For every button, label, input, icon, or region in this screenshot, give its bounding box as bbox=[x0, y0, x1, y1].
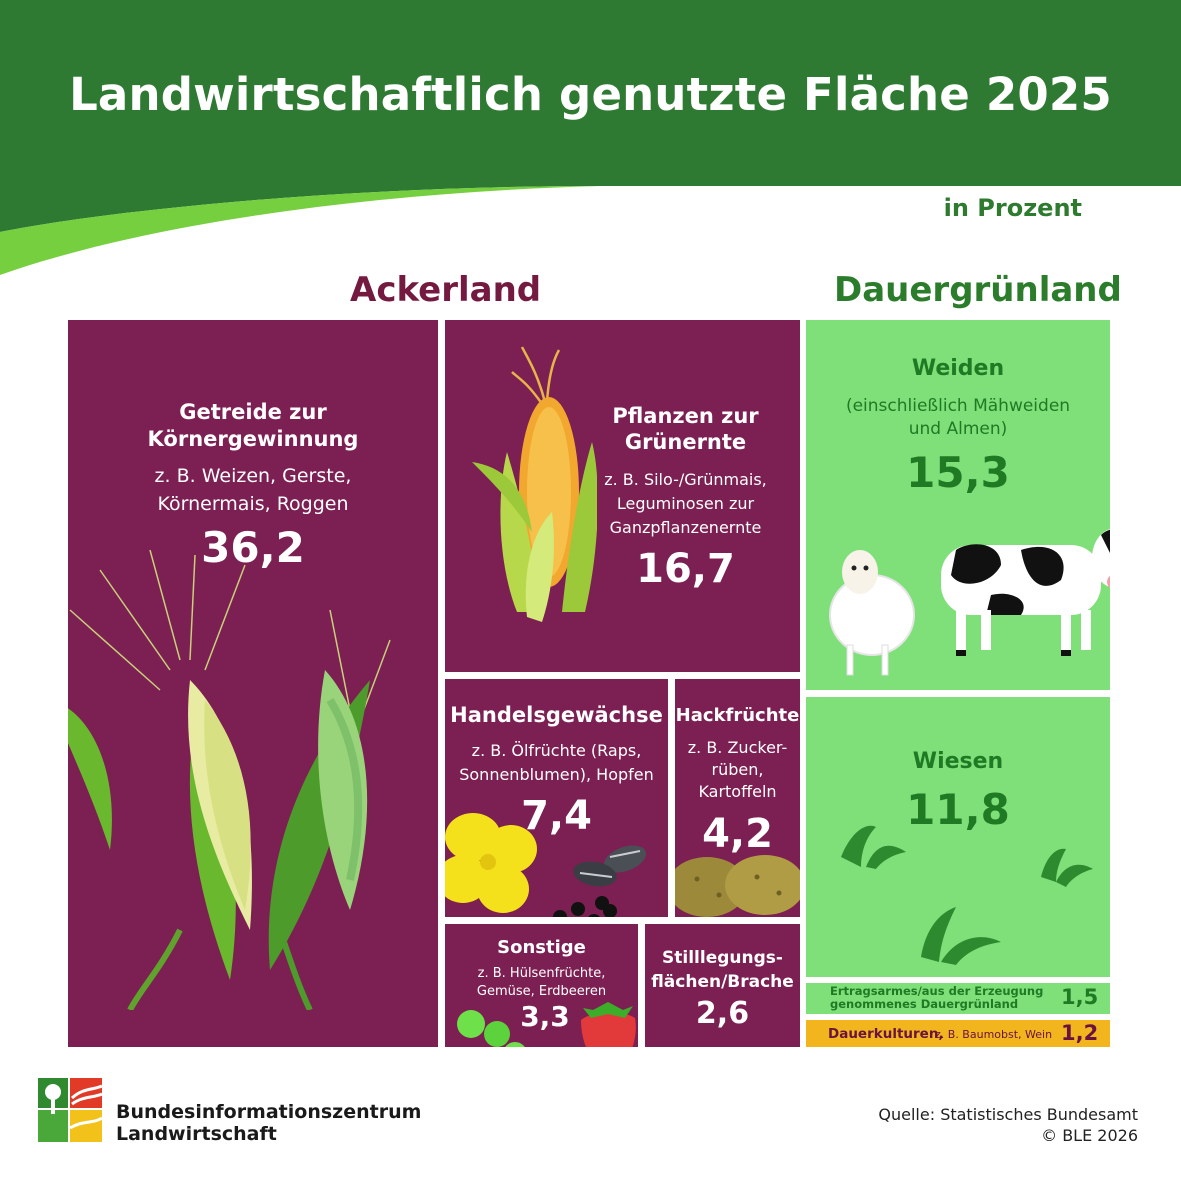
tile-weiden-name: Weiden bbox=[911, 356, 1005, 381]
corn-icon bbox=[472, 346, 597, 622]
tile-ertragsarm-name-2: genommenes Dauergrünland bbox=[830, 997, 1019, 1011]
group-label-ackerland: Ackerland bbox=[350, 270, 542, 310]
tile-handel-example-1: z. B. Ölfrüchte (Raps, bbox=[471, 741, 642, 760]
tile-wiesen-name: Wiesen bbox=[912, 749, 1004, 774]
tile-gruenernte: Pflanzen zur Grünernte z. B. Silo-/Grünm… bbox=[445, 320, 800, 672]
value-handel: 7,4 bbox=[521, 793, 592, 839]
peas-icon bbox=[457, 1010, 525, 1047]
tile-gruenernte-example-2: Leguminosen zur bbox=[616, 494, 755, 513]
value-weiden: 15,3 bbox=[906, 448, 1010, 497]
tile-dauerkulturen-example: z. B. Baumobst, Wein bbox=[935, 1028, 1053, 1041]
sunflower-seeds-icon bbox=[553, 845, 647, 917]
tile-gruenernte-example-1: z. B. Silo-/Grünmais, bbox=[604, 470, 767, 489]
value-gruenernte: 16,7 bbox=[636, 546, 735, 592]
tile-getreide-example-2: Körnermais, Roggen bbox=[157, 493, 349, 515]
tile-brache: Stilllegungs- flächen/Brache 2,6 bbox=[645, 924, 800, 1047]
value-wiesen: 11,8 bbox=[906, 785, 1010, 834]
tile-hack-name: Hackfrüchte bbox=[675, 705, 800, 726]
tile-weiden-example-1: (einschließlich Mähweiden bbox=[845, 396, 1071, 416]
footer-source: Quelle: Statistisches Bundesamt bbox=[878, 1105, 1138, 1124]
value-hack: 4,2 bbox=[702, 811, 773, 857]
tile-handel: Handelsgewächse z. B. Ölfrüchte (Raps, S… bbox=[445, 679, 668, 917]
tile-getreide-example-1: z. B. Weizen, Gerste, bbox=[154, 465, 352, 487]
tile-weiden-example-2: und Almen) bbox=[908, 419, 1008, 439]
tile-dauerkulturen: Dauerkulturen, z. B. Baumobst, Wein 1,2 bbox=[806, 1020, 1110, 1047]
tile-sonstige-example-1: z. B. Hülsenfrüchte, bbox=[477, 966, 606, 981]
group-label-dauergruenland: Dauergrünland bbox=[834, 270, 1122, 310]
footer-org-line-1: Bundesinformationszentrum bbox=[116, 1101, 422, 1123]
footer-copyright: © BLE 2026 bbox=[1041, 1126, 1138, 1145]
tile-hack-example-3: Kartoffeln bbox=[698, 782, 777, 801]
tile-wiesen: Wiesen 11,8 bbox=[806, 697, 1110, 977]
tile-hack-example-2: rüben, bbox=[711, 760, 764, 779]
tile-handel-example-2: Sonnenblumen), Hopfen bbox=[459, 765, 654, 784]
page-title: Landwirtschaftlich genutzte Fläche 2025 bbox=[69, 68, 1112, 121]
tile-sonstige-example-2: Gemüse, Erdbeeren bbox=[476, 984, 607, 999]
unit-label: in Prozent bbox=[943, 194, 1082, 222]
tile-getreide: Getreide zur Körnergewinnung z. B. Weize… bbox=[68, 320, 438, 1047]
tile-handel-name: Handelsgewächse bbox=[450, 703, 663, 727]
value-getreide: 36,2 bbox=[201, 523, 305, 572]
strawberry-icon bbox=[581, 1002, 636, 1047]
potato-icon bbox=[675, 855, 800, 917]
tile-hack-example-1: z. B. Zucker- bbox=[687, 738, 788, 757]
tile-hack: Hackfrüchte z. B. Zucker- rüben, Kartoff… bbox=[675, 679, 800, 917]
value-sonstige: 3,3 bbox=[520, 1000, 570, 1033]
tile-gruenernte-example-3: Ganzpflanzenernte bbox=[609, 518, 762, 537]
sheep-icon bbox=[829, 550, 915, 676]
tile-sonstige: Sonstige z. B. Hülsenfrüchte, Gemüse, Er… bbox=[445, 924, 638, 1047]
wheat-icon bbox=[68, 550, 391, 1010]
tile-getreide-name-1: Getreide zur bbox=[179, 400, 327, 424]
tile-gruenernte-name-2: Grünernte bbox=[624, 430, 747, 454]
header-banner bbox=[0, 0, 1181, 275]
tile-ertragsarm-name-1: Ertragsarmes/aus der Erzeugung bbox=[830, 984, 1044, 998]
tile-gruenernte-name-1: Pflanzen zur bbox=[612, 404, 759, 428]
tile-ertragsarm: Ertragsarmes/aus der Erzeugung genommene… bbox=[806, 983, 1110, 1014]
value-dauerkulturen: 1,2 bbox=[1061, 1021, 1099, 1045]
rapeseed-flower-icon bbox=[445, 813, 537, 913]
value-brache: 2,6 bbox=[695, 996, 750, 1031]
footer-org-line-2: Landwirtschaft bbox=[116, 1123, 277, 1145]
grass-icon bbox=[841, 825, 1093, 965]
tile-brache-name-2: flächen/Brache bbox=[651, 972, 794, 992]
tile-brache-name-1: Stilllegungs- bbox=[662, 948, 783, 968]
tile-sonstige-name: Sonstige bbox=[497, 937, 586, 958]
tile-dauerkulturen-name: Dauerkulturen, bbox=[828, 1026, 944, 1042]
ble-logo bbox=[38, 1078, 102, 1142]
value-ertragsarm: 1,5 bbox=[1061, 985, 1099, 1009]
tile-weiden: Weiden (einschließlich Mähweiden und Alm… bbox=[806, 320, 1110, 690]
cow-icon bbox=[941, 528, 1110, 656]
tile-getreide-name-2: Körnergewinnung bbox=[147, 427, 359, 451]
